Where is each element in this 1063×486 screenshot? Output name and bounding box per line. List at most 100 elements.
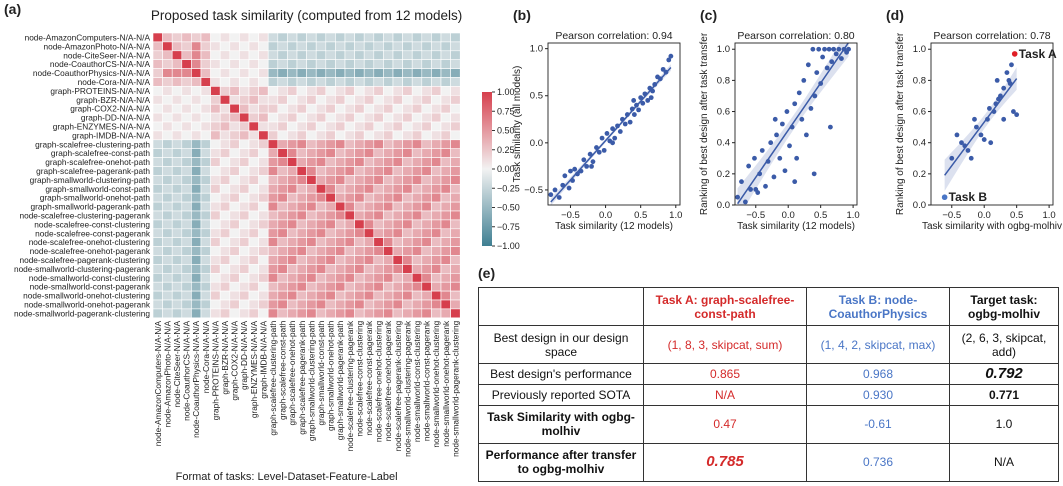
- heatmap-cell: [191, 103, 202, 114]
- heatmap-cell: [411, 166, 423, 176]
- heatmap-cell: [450, 290, 461, 301]
- point: [818, 81, 824, 86]
- heatmap-cell: [258, 272, 269, 283]
- point: [985, 116, 990, 122]
- heatmap-cell: [440, 246, 451, 256]
- heatmap-cell: [392, 148, 403, 158]
- heatmap-cell: [315, 184, 327, 194]
- heatmap-cell: [335, 255, 346, 265]
- heatmap-cell: [335, 290, 346, 301]
- table-cell: 0.47: [643, 404, 807, 444]
- heatmap-cell: [210, 148, 221, 158]
- point: [789, 124, 795, 130]
- point: [615, 123, 620, 129]
- heatmap-cell: [239, 103, 250, 114]
- point: [1009, 62, 1014, 68]
- column-label: graph-smallworld-pagerank-path: [335, 320, 345, 440]
- heatmap-cell: [277, 59, 288, 69]
- point: [991, 109, 997, 114]
- heatmap-cell: [277, 112, 288, 123]
- heatmap-cell: [258, 50, 269, 60]
- heatmap-cell: [152, 281, 163, 292]
- heatmap-cell: [277, 264, 288, 274]
- highlight-point: [941, 194, 948, 201]
- heatmap-cell: [239, 201, 250, 212]
- heatmap-cell: [210, 95, 221, 105]
- heatmap-cell: [277, 192, 288, 203]
- heatmap-cell: [239, 50, 250, 60]
- regression-line: [550, 66, 672, 203]
- heatmap-cell: [392, 219, 403, 230]
- row-label: node-scalefree-onehot-pagerank: [30, 246, 151, 256]
- point: [599, 135, 605, 141]
- heatmap-cell: [363, 255, 375, 265]
- heatmap-cell: [171, 299, 183, 310]
- heatmap-cell: [248, 32, 259, 43]
- heatmap-cell: [392, 175, 403, 185]
- heatmap-cell: [267, 184, 279, 194]
- point: [763, 183, 768, 189]
- heatmap-cell: [402, 175, 413, 185]
- heatmap-cell: [354, 148, 365, 158]
- heatmap-cell: [267, 281, 279, 292]
- heatmap-cell: [354, 184, 365, 194]
- heatmap-cell: [325, 228, 336, 239]
- point: [572, 166, 578, 172]
- heatmap-cell: [392, 237, 403, 247]
- heatmap-cell: [325, 77, 336, 87]
- heatmap-cell: [258, 246, 269, 256]
- heatmap-cell: [325, 139, 336, 150]
- heatmap-cell: [219, 50, 231, 60]
- heatmap-cell: [210, 50, 221, 60]
- heatmap-cell: [421, 50, 432, 60]
- heatmap-cell: [450, 166, 461, 176]
- y-axis-label: Ranking of best design after task transf…: [895, 32, 906, 215]
- heatmap-cell: [239, 41, 250, 52]
- heatmap-cell: [181, 112, 192, 123]
- heatmap-cell: [431, 68, 442, 78]
- heatmap-cell: [152, 237, 163, 247]
- heatmap-cell: [267, 166, 279, 176]
- heatmap-cell: [296, 121, 307, 132]
- heatmap-cell: [335, 50, 346, 60]
- heatmap-cell: [191, 228, 202, 239]
- heatmap-cell: [325, 41, 336, 52]
- heatmap-cell: [287, 166, 298, 176]
- heatmap-cell: [354, 290, 365, 301]
- heatmap-cell: [267, 201, 279, 212]
- heatmap-cell: [287, 68, 298, 78]
- heatmap-cell: [229, 95, 240, 105]
- column-label: graph-ENZYMES-N/A-N/A: [249, 320, 259, 418]
- heatmap-cell: [431, 246, 442, 256]
- heatmap-cell: [296, 184, 307, 194]
- table-cell: 0.736: [806, 442, 950, 483]
- heatmap-cell: [335, 32, 346, 43]
- row-label: Task Similarity with ogbg-molhiv: [478, 404, 644, 444]
- heatmap-cell: [421, 210, 432, 221]
- heatmap-cell: [181, 59, 192, 69]
- heatmap-cell: [431, 184, 442, 194]
- point: [612, 135, 618, 141]
- heatmap-cell: [344, 219, 355, 230]
- heatmap-cell: [219, 86, 231, 96]
- heatmap-cell: [354, 166, 365, 176]
- heatmap-cell: [354, 264, 365, 274]
- heatmap-cell: [219, 201, 231, 212]
- point: [777, 155, 783, 161]
- point: [993, 101, 999, 107]
- point: [792, 101, 798, 107]
- y-tick-label: 0.5: [530, 91, 543, 102]
- point: [836, 46, 842, 52]
- heatmap-cell: [239, 192, 250, 203]
- heatmap-cell: [306, 201, 317, 212]
- heatmap-cell: [315, 157, 327, 167]
- heatmap-cell: [267, 112, 279, 123]
- point: [1007, 81, 1013, 86]
- heatmap-cell: [335, 281, 346, 292]
- regression-line: [736, 43, 850, 205]
- table-cell: (2, 6, 3, skipcat, add): [949, 325, 1059, 365]
- heatmap-cell: [335, 157, 346, 167]
- heatmap-cell: [287, 175, 298, 185]
- heatmap-cell: [229, 157, 240, 167]
- heatmap-cell: [450, 175, 461, 185]
